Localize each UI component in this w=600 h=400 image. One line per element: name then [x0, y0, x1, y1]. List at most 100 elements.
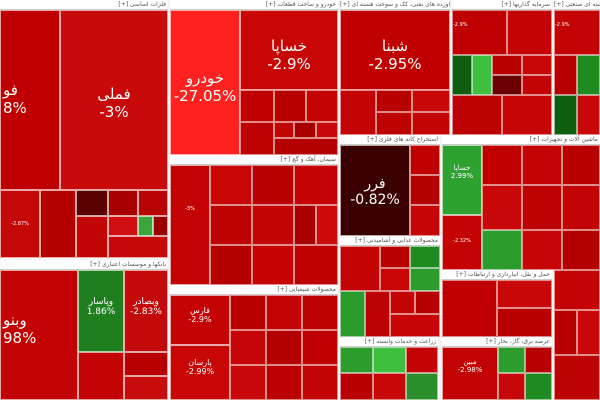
stock-tile-small[interactable]: [502, 95, 552, 135]
stock-tile-small[interactable]: [373, 373, 406, 400]
stock-tile-small[interactable]: [124, 352, 168, 376]
stock-tile-small[interactable]: [108, 236, 168, 258]
stock-tile-small[interactable]: [412, 90, 450, 112]
stock-tile-khodro[interactable]: خودرو -27.05%: [170, 10, 240, 155]
stock-tile-small[interactable]: [562, 230, 600, 270]
stock-tile-small[interactable]: [577, 310, 600, 355]
stock-tile-small[interactable]: [452, 95, 502, 135]
stock-tile-small[interactable]: [554, 55, 577, 95]
stock-tile-small[interactable]: [412, 112, 450, 135]
stock-tile-shebandar[interactable]: شبنا -2.95%: [340, 10, 450, 90]
stock-tile-small[interactable]: [316, 122, 338, 138]
stock-tile-green[interactable]: [410, 268, 440, 291]
stock-tile-small[interactable]: [554, 310, 577, 355]
stock-tile-small[interactable]: [266, 365, 302, 400]
stock-tile-parsan[interactable]: پارسان -2.99%: [170, 345, 230, 400]
stock-tile-small[interactable]: [498, 373, 525, 400]
stock-tile-fars[interactable]: فارس -2.9%: [170, 295, 230, 345]
stock-tile-small[interactable]: [365, 291, 390, 337]
stock-tile-green[interactable]: [340, 291, 365, 337]
stock-tile-green[interactable]: [138, 216, 153, 236]
stock-tile-small[interactable]: [577, 95, 600, 135]
stock-tile-small[interactable]: [442, 280, 497, 337]
sector-header-machinery[interactable]: [+] ماشین آلات و تجهیزات: [442, 135, 600, 145]
stock-tile-green[interactable]: [410, 246, 440, 268]
stock-tile-small[interactable]: [306, 90, 338, 122]
stock-tile-small[interactable]: [554, 355, 600, 400]
stock-tile-small[interactable]: [554, 270, 600, 310]
stock-tile-small[interactable]: [507, 10, 552, 55]
sector-header-automotive[interactable]: [+] خودرو و ساخت قطعات: [170, 0, 338, 10]
stock-tile-small[interactable]: [294, 122, 316, 138]
stock-tile-small[interactable]: [294, 205, 316, 245]
sector-header-oil-products[interactable]: [+] فراورده های نفتی، کک و سوخت هسته ای: [340, 0, 450, 10]
sector-header-investment[interactable]: [+] سرمایه گذاریها: [452, 0, 552, 10]
stock-tile-small[interactable]: [210, 165, 252, 205]
sector-header-metal-ores[interactable]: [+] استخراج کانه های فلزی: [340, 135, 440, 145]
stock-tile-green[interactable]: [498, 347, 525, 373]
stock-tile-small[interactable]: [497, 280, 552, 308]
stock-tile-small[interactable]: [380, 268, 410, 291]
sector-header-chemicals[interactable]: [+] محصولات شیمیایی: [170, 285, 338, 295]
sector-header-banks[interactable]: [+] بانکها و موسسات اعتباری: [0, 260, 168, 270]
stock-tile-small[interactable]: [252, 245, 294, 285]
stock-tile-small[interactable]: [108, 216, 138, 236]
stock-tile-fameli[interactable]: فملی -3%: [60, 10, 168, 190]
stock-tile-dark[interactable]: [76, 190, 108, 216]
stock-tile-small[interactable]: -2.9%: [452, 10, 507, 55]
stock-tile-small[interactable]: [410, 205, 440, 236]
stock-tile-vbsader[interactable]: وبصادر -2.83%: [124, 270, 168, 352]
stock-tile-small[interactable]: [522, 230, 562, 270]
stock-tile-small[interactable]: [230, 365, 266, 400]
stock-tile-small[interactable]: [376, 90, 412, 112]
stock-tile-small[interactable]: [340, 373, 373, 400]
stock-tile-farr[interactable]: فرر -0.82%: [340, 145, 410, 236]
stock-tile-small[interactable]: [240, 122, 274, 155]
stock-tile-small[interactable]: [302, 295, 338, 330]
stock-tile-small[interactable]: [562, 185, 600, 230]
stock-tile-small[interactable]: [210, 205, 252, 245]
stock-tile-small[interactable]: [406, 347, 438, 373]
stock-tile-small[interactable]: [482, 145, 522, 185]
stock-tile-foolad[interactable]: فو 8%: [0, 10, 60, 190]
stock-tile-small[interactable]: [266, 295, 302, 330]
stock-tile-green[interactable]: [525, 373, 552, 400]
stock-tile-mobin[interactable]: مبین -2.98%: [442, 347, 498, 400]
stock-tile-small[interactable]: [482, 185, 522, 230]
stock-tile-small[interactable]: [294, 245, 338, 285]
stock-tile-small[interactable]: [108, 190, 138, 216]
stock-tile-khsapa[interactable]: خساپا -2.9%: [240, 10, 338, 90]
stock-tile-small[interactable]: [138, 190, 168, 216]
stock-tile-shiraz[interactable]: -2.87%: [0, 190, 40, 258]
stock-tile-green[interactable]: [577, 55, 600, 95]
stock-tile-small[interactable]: [340, 90, 376, 135]
stock-tile-small[interactable]: [274, 138, 338, 155]
stock-tile-small[interactable]: -2.9%: [554, 10, 600, 55]
stock-tile-green[interactable]: [406, 373, 438, 400]
sector-header-utilities[interactable]: [+] عرضه برق، گاز، بخار: [442, 337, 552, 347]
stock-tile-small[interactable]: [266, 330, 302, 365]
stock-tile-small[interactable]: [230, 295, 266, 330]
stock-tile-small[interactable]: [230, 330, 266, 365]
stock-tile-small[interactable]: [522, 75, 552, 95]
stock-tile-small[interactable]: [390, 291, 415, 314]
stock-tile-small[interactable]: [380, 246, 410, 268]
stock-tile-small[interactable]: [76, 216, 108, 258]
stock-tile-small[interactable]: [340, 246, 380, 291]
stock-tile-small[interactable]: [390, 314, 440, 337]
stock-tile-small[interactable]: [153, 216, 168, 236]
sector-header-agriculture[interactable]: [+] زراعت و خدمات وابسته: [340, 337, 438, 347]
stock-tile-small[interactable]: [302, 330, 338, 365]
stock-tile-small[interactable]: [562, 145, 600, 185]
stock-tile-small[interactable]: [492, 55, 522, 75]
stock-tile-small[interactable]: [210, 245, 252, 285]
sector-header-transport[interactable]: [+] حمل و نقل، انبارداری و ارتباطات: [442, 270, 552, 280]
stock-tile-small[interactable]: [294, 165, 338, 205]
stock-tile-green[interactable]: [340, 347, 373, 373]
stock-tile-small[interactable]: [410, 175, 440, 205]
stock-tile-small[interactable]: [522, 145, 562, 185]
stock-tile-vebmellat[interactable]: وبنو 98%: [0, 270, 78, 400]
stock-tile-small[interactable]: [497, 308, 552, 337]
stock-tile-green[interactable]: [482, 230, 522, 270]
stock-tile-green[interactable]: [373, 347, 406, 373]
